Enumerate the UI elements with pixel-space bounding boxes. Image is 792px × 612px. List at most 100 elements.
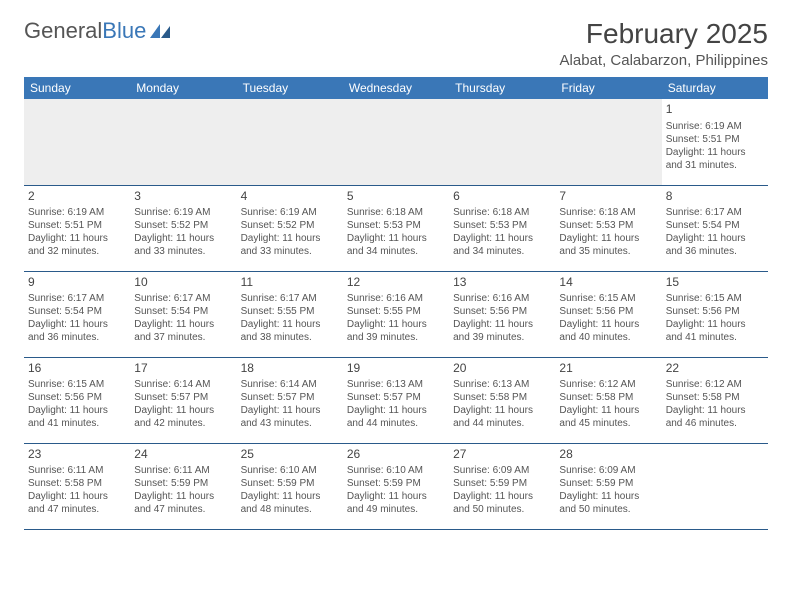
day-cell: 25Sunrise: 6:10 AMSunset: 5:59 PMDayligh…: [237, 443, 343, 529]
empty-cell: [555, 99, 661, 185]
day-number: 10: [134, 275, 232, 291]
day-cell: 17Sunrise: 6:14 AMSunset: 5:57 PMDayligh…: [130, 357, 236, 443]
sunrise-text: Sunrise: 6:09 AM: [559, 464, 657, 477]
sunrise-text: Sunrise: 6:13 AM: [347, 378, 445, 391]
sunrise-text: Sunrise: 6:16 AM: [347, 292, 445, 305]
brand-part1: General: [24, 18, 102, 43]
day-cell: 16Sunrise: 6:15 AMSunset: 5:56 PMDayligh…: [24, 357, 130, 443]
day-cell: 11Sunrise: 6:17 AMSunset: 5:55 PMDayligh…: [237, 271, 343, 357]
daylight-text: Daylight: 11 hours and 39 minutes.: [453, 318, 551, 344]
day-number: 3: [134, 189, 232, 205]
daylight-text: Daylight: 11 hours and 36 minutes.: [28, 318, 126, 344]
sunrise-text: Sunrise: 6:10 AM: [347, 464, 445, 477]
day-number: 27: [453, 447, 551, 463]
day-cell: 8Sunrise: 6:17 AMSunset: 5:54 PMDaylight…: [662, 185, 768, 271]
daylight-text: Daylight: 11 hours and 34 minutes.: [347, 232, 445, 258]
daylight-text: Daylight: 11 hours and 39 minutes.: [347, 318, 445, 344]
sunset-text: Sunset: 5:56 PM: [453, 305, 551, 318]
daylight-text: Daylight: 11 hours and 41 minutes.: [28, 404, 126, 430]
day-cell: 13Sunrise: 6:16 AMSunset: 5:56 PMDayligh…: [449, 271, 555, 357]
header-bar: GeneralBlue February 2025 Alabat, Calaba…: [24, 18, 768, 69]
day-number: 19: [347, 361, 445, 377]
calendar-header: SundayMondayTuesdayWednesdayThursdayFrid…: [24, 77, 768, 99]
day-number: 6: [453, 189, 551, 205]
day-cell: 21Sunrise: 6:12 AMSunset: 5:58 PMDayligh…: [555, 357, 661, 443]
empty-cell: [24, 99, 130, 185]
calendar-row: 16Sunrise: 6:15 AMSunset: 5:56 PMDayligh…: [24, 357, 768, 443]
sunrise-text: Sunrise: 6:19 AM: [241, 206, 339, 219]
sunrise-text: Sunrise: 6:19 AM: [666, 120, 764, 133]
calendar-row: 1Sunrise: 6:19 AMSunset: 5:51 PMDaylight…: [24, 99, 768, 185]
day-number: 15: [666, 275, 764, 291]
day-cell: 23Sunrise: 6:11 AMSunset: 5:58 PMDayligh…: [24, 443, 130, 529]
calendar-body: 1Sunrise: 6:19 AMSunset: 5:51 PMDaylight…: [24, 99, 768, 529]
sunset-text: Sunset: 5:54 PM: [134, 305, 232, 318]
day-number: 13: [453, 275, 551, 291]
day-number: 4: [241, 189, 339, 205]
sunset-text: Sunset: 5:53 PM: [559, 219, 657, 232]
day-number: 8: [666, 189, 764, 205]
day-number: 17: [134, 361, 232, 377]
sunrise-text: Sunrise: 6:18 AM: [453, 206, 551, 219]
sunset-text: Sunset: 5:54 PM: [28, 305, 126, 318]
day-cell: 1Sunrise: 6:19 AMSunset: 5:51 PMDaylight…: [662, 99, 768, 185]
day-cell: 10Sunrise: 6:17 AMSunset: 5:54 PMDayligh…: [130, 271, 236, 357]
sunrise-text: Sunrise: 6:10 AM: [241, 464, 339, 477]
empty-cell: [449, 99, 555, 185]
sunrise-text: Sunrise: 6:14 AM: [241, 378, 339, 391]
day-cell: 20Sunrise: 6:13 AMSunset: 5:58 PMDayligh…: [449, 357, 555, 443]
daylight-text: Daylight: 11 hours and 44 minutes.: [453, 404, 551, 430]
daylight-text: Daylight: 11 hours and 46 minutes.: [666, 404, 764, 430]
location-text: Alabat, Calabarzon, Philippines: [560, 52, 768, 69]
daylight-text: Daylight: 11 hours and 43 minutes.: [241, 404, 339, 430]
daylight-text: Daylight: 11 hours and 37 minutes.: [134, 318, 232, 344]
sunset-text: Sunset: 5:58 PM: [559, 391, 657, 404]
brand-logo: GeneralBlue: [24, 18, 172, 44]
sunrise-text: Sunrise: 6:17 AM: [134, 292, 232, 305]
day-cell: 3Sunrise: 6:19 AMSunset: 5:52 PMDaylight…: [130, 185, 236, 271]
title-block: February 2025 Alabat, Calabarzon, Philip…: [560, 18, 768, 69]
day-number: 14: [559, 275, 657, 291]
day-number: 5: [347, 189, 445, 205]
daylight-text: Daylight: 11 hours and 33 minutes.: [134, 232, 232, 258]
sunrise-text: Sunrise: 6:15 AM: [559, 292, 657, 305]
sunset-text: Sunset: 5:59 PM: [559, 477, 657, 490]
daylight-text: Daylight: 11 hours and 31 minutes.: [666, 146, 764, 172]
sail-icon: [150, 24, 172, 38]
sunrise-text: Sunrise: 6:14 AM: [134, 378, 232, 391]
day-number: 21: [559, 361, 657, 377]
weekday-header: Sunday: [24, 77, 130, 99]
day-number: 23: [28, 447, 126, 463]
sunset-text: Sunset: 5:57 PM: [134, 391, 232, 404]
daylight-text: Daylight: 11 hours and 34 minutes.: [453, 232, 551, 258]
sunset-text: Sunset: 5:54 PM: [666, 219, 764, 232]
sunrise-text: Sunrise: 6:19 AM: [134, 206, 232, 219]
brand-text: GeneralBlue: [24, 18, 146, 44]
sunrise-text: Sunrise: 6:19 AM: [28, 206, 126, 219]
day-number: 25: [241, 447, 339, 463]
day-number: 18: [241, 361, 339, 377]
weekday-header: Monday: [130, 77, 236, 99]
daylight-text: Daylight: 11 hours and 47 minutes.: [28, 490, 126, 516]
sunrise-text: Sunrise: 6:13 AM: [453, 378, 551, 391]
daylight-text: Daylight: 11 hours and 36 minutes.: [666, 232, 764, 258]
day-number: 12: [347, 275, 445, 291]
daylight-text: Daylight: 11 hours and 42 minutes.: [134, 404, 232, 430]
day-number: 9: [28, 275, 126, 291]
empty-cell: [343, 99, 449, 185]
day-number: 7: [559, 189, 657, 205]
sunset-text: Sunset: 5:55 PM: [241, 305, 339, 318]
day-number: 20: [453, 361, 551, 377]
day-cell: 26Sunrise: 6:10 AMSunset: 5:59 PMDayligh…: [343, 443, 449, 529]
sunrise-text: Sunrise: 6:15 AM: [28, 378, 126, 391]
sunset-text: Sunset: 5:58 PM: [666, 391, 764, 404]
daylight-text: Daylight: 11 hours and 44 minutes.: [347, 404, 445, 430]
daylight-text: Daylight: 11 hours and 33 minutes.: [241, 232, 339, 258]
sunset-text: Sunset: 5:57 PM: [347, 391, 445, 404]
day-number: 1: [666, 102, 764, 118]
day-cell: 12Sunrise: 6:16 AMSunset: 5:55 PMDayligh…: [343, 271, 449, 357]
day-cell: 28Sunrise: 6:09 AMSunset: 5:59 PMDayligh…: [555, 443, 661, 529]
day-cell: 19Sunrise: 6:13 AMSunset: 5:57 PMDayligh…: [343, 357, 449, 443]
brand-part2: Blue: [102, 18, 146, 43]
sunrise-text: Sunrise: 6:11 AM: [28, 464, 126, 477]
